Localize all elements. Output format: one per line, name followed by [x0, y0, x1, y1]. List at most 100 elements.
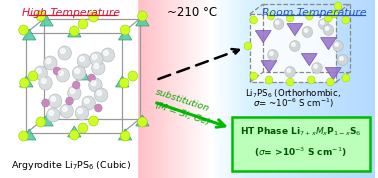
Bar [208, 0, 209, 178]
Bar [205, 0, 206, 178]
Bar [110, 0, 111, 178]
Bar [98, 0, 99, 178]
Bar [35, 0, 36, 178]
Bar [298, 0, 299, 178]
Bar [76, 0, 77, 178]
Bar [289, 0, 290, 178]
Bar [278, 0, 279, 178]
Bar [314, 0, 315, 178]
Bar [23, 0, 25, 178]
Bar [178, 0, 179, 178]
Circle shape [286, 14, 294, 22]
Bar [125, 0, 126, 178]
Polygon shape [287, 24, 303, 36]
Bar [231, 0, 232, 178]
Bar [28, 0, 29, 178]
Bar [299, 0, 300, 178]
Bar [310, 0, 311, 178]
Polygon shape [256, 31, 271, 43]
Bar [19, 0, 20, 178]
Circle shape [73, 81, 80, 89]
Bar [261, 0, 262, 178]
Bar [371, 0, 372, 178]
Circle shape [70, 26, 79, 36]
Bar [324, 0, 325, 178]
Bar [109, 0, 110, 178]
Bar [127, 0, 128, 178]
Bar [163, 0, 164, 178]
Bar [199, 0, 200, 178]
Bar [229, 0, 230, 178]
Bar [247, 0, 248, 178]
Bar [369, 0, 370, 178]
Bar [51, 0, 52, 178]
Bar [307, 0, 308, 178]
Bar [319, 0, 320, 178]
Circle shape [42, 99, 50, 107]
Bar [363, 0, 364, 178]
Bar [150, 0, 151, 178]
Bar [284, 0, 285, 178]
Circle shape [68, 86, 81, 100]
Bar [216, 0, 217, 178]
Polygon shape [118, 29, 132, 40]
Circle shape [36, 11, 45, 21]
Circle shape [312, 62, 322, 74]
Circle shape [267, 12, 275, 20]
Polygon shape [325, 68, 341, 80]
Circle shape [318, 19, 329, 30]
Bar [40, 0, 41, 178]
Circle shape [90, 52, 103, 66]
Bar [133, 0, 134, 178]
Bar [214, 0, 215, 178]
Circle shape [53, 67, 61, 75]
Polygon shape [23, 29, 36, 40]
Circle shape [92, 54, 97, 59]
Bar [123, 0, 124, 178]
Circle shape [333, 41, 343, 51]
Polygon shape [321, 38, 336, 50]
Bar [227, 0, 228, 178]
Bar [226, 0, 227, 178]
Polygon shape [40, 15, 53, 26]
Polygon shape [20, 76, 33, 87]
Bar [262, 0, 263, 178]
Bar [354, 0, 355, 178]
Bar [209, 0, 211, 178]
Circle shape [120, 25, 130, 35]
Bar [218, 0, 219, 178]
Circle shape [302, 27, 313, 38]
Bar [122, 0, 123, 178]
Bar [239, 0, 240, 178]
Bar [18, 0, 19, 178]
Bar [323, 0, 324, 178]
Bar [235, 0, 236, 178]
Bar [293, 0, 294, 178]
Bar [276, 0, 277, 178]
Bar [33, 0, 34, 178]
Circle shape [250, 72, 257, 80]
Text: Li$_7$PS$_6$ (Orthorhombic,: Li$_7$PS$_6$ (Orthorhombic, [245, 88, 341, 101]
Bar [361, 0, 362, 178]
Bar [200, 0, 201, 178]
Bar [149, 0, 150, 178]
Bar [204, 0, 205, 178]
Bar [77, 0, 78, 178]
Bar [202, 0, 203, 178]
Circle shape [307, 76, 315, 84]
Bar [161, 0, 163, 178]
Bar [207, 0, 208, 178]
Bar [73, 0, 74, 178]
Bar [132, 0, 133, 178]
Bar [347, 0, 348, 178]
Bar [232, 0, 234, 178]
Circle shape [75, 106, 89, 120]
Bar [265, 0, 266, 178]
Bar [342, 0, 343, 178]
Circle shape [97, 90, 102, 96]
Bar [16, 0, 17, 178]
Text: ($M$ = Si, Ge): ($M$ = Si, Ge) [153, 98, 212, 128]
Bar [241, 0, 242, 178]
Bar [285, 0, 286, 178]
Bar [360, 0, 361, 178]
